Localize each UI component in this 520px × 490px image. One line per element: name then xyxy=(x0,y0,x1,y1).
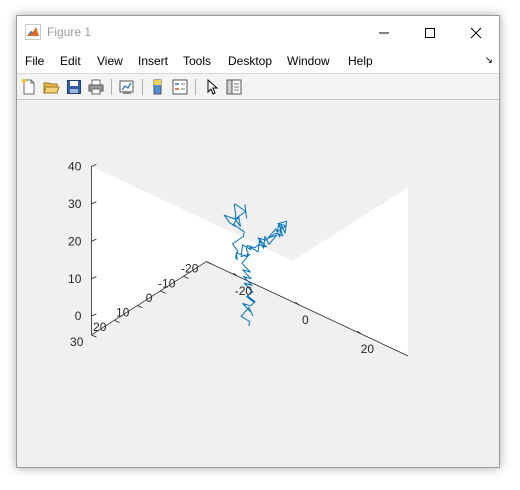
series-line xyxy=(223,203,288,327)
z-tick-label: 30 xyxy=(68,197,82,211)
property-inspector-icon[interactable] xyxy=(225,78,243,96)
title-bar[interactable]: Figure 1 xyxy=(17,16,499,49)
menu-tools[interactable]: Tools xyxy=(183,54,212,68)
open-file-icon[interactable] xyxy=(42,78,60,96)
tick-layer: 0 10 20 30 40 -20 -10 0 10 20 30 -20 0 20 xyxy=(68,160,374,357)
y-tick-label: 30 xyxy=(70,335,84,349)
menu-window[interactable]: Window xyxy=(287,54,330,68)
menu-help[interactable]: Help xyxy=(348,54,373,68)
x-tick xyxy=(295,301,300,306)
z-tick xyxy=(91,163,97,167)
z-tick xyxy=(91,238,97,242)
insert-legend-icon[interactable] xyxy=(171,78,189,96)
menu-edit[interactable]: Edit xyxy=(60,54,81,68)
toolbar-separator xyxy=(142,79,143,95)
menu-desktop[interactable]: Desktop xyxy=(228,54,273,68)
z-tick xyxy=(91,276,97,280)
y-tick xyxy=(160,290,166,294)
z-tick-label: 10 xyxy=(68,272,82,286)
menu-view[interactable]: View xyxy=(97,54,123,68)
y-tick xyxy=(91,334,97,338)
y-axis-line xyxy=(91,261,207,336)
x-tick xyxy=(357,330,362,335)
y-tick xyxy=(137,305,143,309)
x-tick xyxy=(233,272,238,277)
figure-canvas[interactable]: 0 10 20 30 40 -20 -10 0 10 20 30 -20 0 20 xyxy=(17,99,499,467)
series-layer xyxy=(223,203,288,327)
x-tick-label: -20 xyxy=(235,284,253,298)
close-icon xyxy=(470,27,482,38)
maximize-button[interactable] xyxy=(407,16,453,49)
minimize-button[interactable] xyxy=(361,16,407,49)
menu-insert[interactable]: Insert xyxy=(138,54,169,68)
axes-box xyxy=(91,166,409,357)
axes-3d[interactable]: 0 10 20 30 40 -20 -10 0 10 20 30 -20 0 20 xyxy=(17,99,499,467)
z-tick-label: 0 xyxy=(75,309,82,323)
menu-file[interactable]: File xyxy=(25,54,45,68)
link-plot-icon[interactable] xyxy=(118,78,136,96)
y-tick-label: -20 xyxy=(181,262,199,276)
x-tick-label: 20 xyxy=(361,342,375,356)
edit-plot-pointer-icon[interactable] xyxy=(203,78,221,96)
undock-arrow-icon[interactable]: ↘ xyxy=(484,55,493,66)
toolbar-separator xyxy=(111,79,112,95)
x-tick-label: 0 xyxy=(302,313,309,327)
y-tick-label: -10 xyxy=(158,276,176,290)
y-tick xyxy=(206,261,212,265)
y-tick xyxy=(183,275,189,279)
save-figure-icon[interactable] xyxy=(65,78,83,96)
toolbar-separator xyxy=(195,79,196,95)
y-tick-label: 20 xyxy=(93,320,107,334)
figure-window: Figure 1 File Edit View Insert Tools Des… xyxy=(16,15,500,468)
axes-background xyxy=(91,166,408,356)
figure-toolbar xyxy=(17,73,499,100)
x-axis-line xyxy=(206,261,409,357)
print-figure-icon[interactable] xyxy=(87,78,105,96)
y-tick-label: 0 xyxy=(146,291,153,305)
window-title: Figure 1 xyxy=(47,25,92,39)
matlab-logo-icon xyxy=(25,24,41,40)
minimize-icon xyxy=(379,32,389,33)
z-tick xyxy=(91,201,97,205)
y-tick-label: 10 xyxy=(116,306,130,320)
z-tick xyxy=(91,313,97,317)
y-tick xyxy=(114,319,120,323)
new-figure-icon[interactable] xyxy=(20,78,38,96)
z-tick-label: 40 xyxy=(68,160,82,174)
insert-colorbar-icon[interactable] xyxy=(149,78,167,96)
close-button[interactable] xyxy=(453,16,499,49)
z-tick-label: 20 xyxy=(68,234,82,248)
maximize-icon xyxy=(425,27,435,38)
menu-bar: File Edit View Insert Tools Desktop Wind… xyxy=(17,49,499,73)
